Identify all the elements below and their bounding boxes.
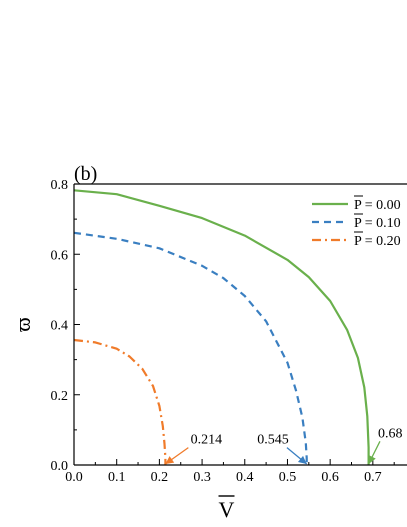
annotations: 0.214 0.545 0.68 [164, 426, 403, 465]
annotation-label-2: 0.545 [257, 433, 289, 448]
legend-label-2: P = 0.10 [354, 216, 401, 231]
series-layer [73, 189, 370, 465]
panel-label: (b) [74, 163, 97, 185]
series-line-1 [73, 189, 370, 465]
y-tick-label: 0.2 [51, 389, 69, 404]
x-axis-label: V [219, 497, 235, 522]
x-tick-label: 0.4 [236, 470, 254, 485]
series-line-3 [73, 338, 167, 465]
x-tick-label: 0.6 [321, 470, 339, 485]
x-tick-label: 0.7 [364, 470, 382, 485]
legend: P = 0.00 P = 0.10 P = 0.20 [312, 195, 401, 249]
x-tick-label: 0.5 [279, 470, 297, 485]
x-tick-label: 0.1 [108, 470, 126, 485]
series-line-2 [73, 231, 308, 465]
y-tick-label: 0.4 [51, 319, 69, 334]
annotation-arrowhead-3 [368, 455, 376, 464]
annotation-arrowhead-2 [297, 455, 307, 464]
axes-layer: 0.0 0.1 0.2 0.3 0.4 0.5 0.6 0.7 0.0 0.2 0.4 0.6 0.8 [51, 178, 407, 485]
x-tick-label: 0.2 [151, 470, 169, 485]
legend-label-3: P = 0.20 [354, 234, 401, 249]
legend-label-1: P = 0.00 [354, 198, 401, 213]
y-axis-label: ϖ [10, 317, 35, 331]
x-tick-label: 0.3 [193, 470, 211, 485]
annotation-arrowhead-1 [165, 456, 175, 464]
annotation-label-1: 0.214 [191, 433, 223, 448]
x-tick-label: 0.0 [65, 470, 83, 485]
annotation-label-3: 0.68 [378, 426, 403, 441]
y-tick-label: 0.0 [51, 459, 69, 474]
y-tick-label: 0.8 [51, 178, 69, 193]
y-tick-label: 0.6 [51, 248, 69, 263]
